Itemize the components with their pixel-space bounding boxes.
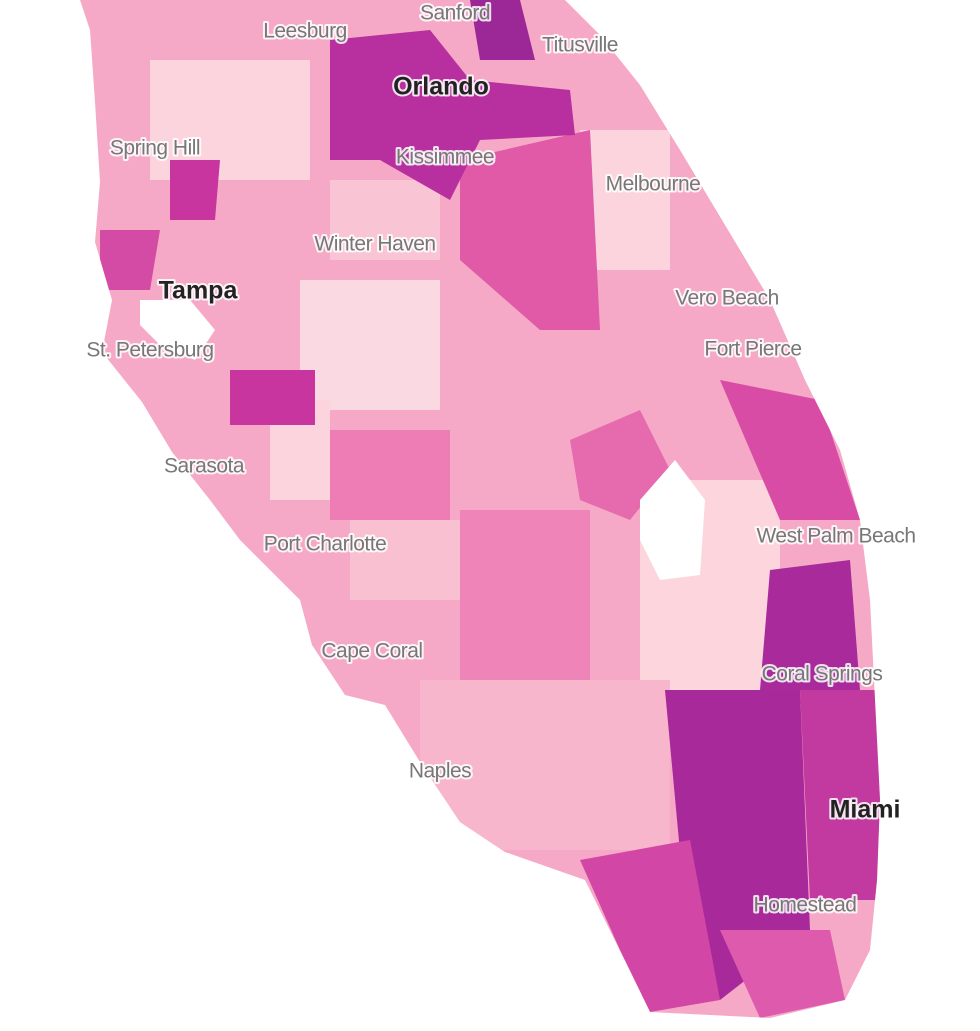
region <box>580 840 720 1012</box>
region <box>470 0 535 60</box>
city-label: Homestead <box>754 894 857 917</box>
city-label: Kissimmee <box>396 146 494 169</box>
lake <box>640 460 705 580</box>
region <box>330 430 450 520</box>
region <box>760 560 860 690</box>
region <box>720 930 845 1018</box>
region <box>230 370 315 425</box>
region <box>800 690 880 900</box>
city-label: Fort Pierce <box>704 338 801 361</box>
major-city-label: Tampa <box>159 277 239 305</box>
region <box>330 30 575 200</box>
region <box>170 160 220 220</box>
city-label: Coral Springs <box>762 663 883 686</box>
city-label: West Palm Beach <box>756 525 915 548</box>
city-label: Leesburg <box>263 20 347 43</box>
region <box>330 180 440 260</box>
region <box>420 680 670 850</box>
city-label: Sanford <box>420 2 490 25</box>
city-label: Vero Beach <box>675 287 779 310</box>
region <box>100 230 160 290</box>
city-label: Spring Hill <box>110 137 200 160</box>
city-label: Cape Coral <box>321 640 422 663</box>
major-city-label: Miami <box>830 796 901 824</box>
city-label: Winter Haven <box>314 233 435 256</box>
region <box>460 130 600 330</box>
region <box>570 410 670 520</box>
bay <box>140 300 215 360</box>
major-city-label: Orlando <box>393 73 489 101</box>
region <box>300 280 440 410</box>
region <box>350 520 460 600</box>
city-label: Sarasota <box>164 455 245 478</box>
region <box>460 510 590 680</box>
city-label: Naples <box>409 760 471 783</box>
city-label: St. Petersburg <box>86 339 213 362</box>
city-label: Titusville <box>542 34 618 57</box>
labels: Leesburg Sanford Titusville Spring Hill Kiss… <box>84 0 918 919</box>
city-label: Port Charlotte <box>264 533 387 556</box>
city-label: Melbourne <box>606 173 701 196</box>
